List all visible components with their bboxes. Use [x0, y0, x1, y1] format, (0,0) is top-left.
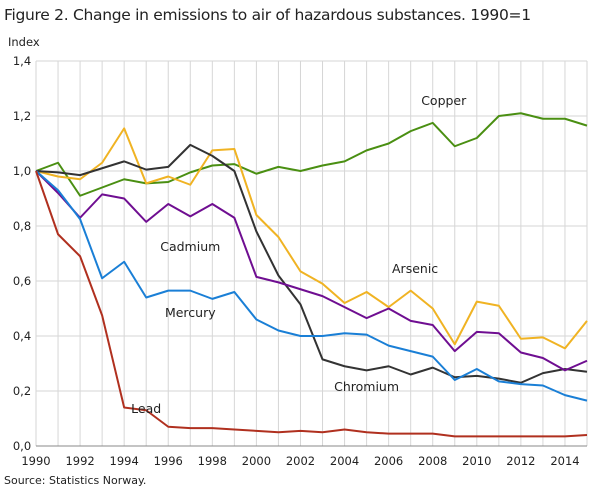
source-note: Source: Statistics Norway. [4, 474, 147, 487]
y-tick-label: 0,2 [13, 384, 31, 398]
series-label-cadmium: Cadmium [160, 239, 220, 254]
y-tick-label: 1,2 [13, 109, 31, 123]
x-tick-label: 1998 [198, 454, 227, 468]
series-line-lead [35, 170, 588, 438]
x-tick-label: 2010 [462, 454, 491, 468]
series-label-copper: Copper [421, 93, 467, 108]
x-tick-label: 2004 [330, 454, 359, 468]
x-tick-label: 2008 [418, 454, 447, 468]
y-tick-label: 1,0 [13, 164, 31, 178]
series-label-arsenic: Arsenic [392, 261, 438, 276]
y-tick-label: 0,4 [13, 329, 31, 343]
series-label-chromium: Chromium [334, 379, 399, 394]
y-tick-label: 0,0 [13, 439, 31, 453]
x-tick-label: 1992 [65, 454, 94, 468]
series-line-arsenic [35, 127, 588, 350]
chart-title: Figure 2. Change in emissions to air of … [4, 6, 531, 24]
x-tick-label: 2014 [550, 454, 579, 468]
x-tick-label: 2006 [374, 454, 403, 468]
series-line-cadmium [35, 170, 588, 372]
x-tick-label: 2000 [242, 454, 271, 468]
x-tick-label: 1994 [110, 454, 139, 468]
series-line-copper [35, 112, 588, 197]
series-label-lead: Lead [131, 401, 161, 416]
y-tick-label: 1,4 [13, 54, 31, 68]
y-tick-label: 0,6 [13, 274, 31, 288]
x-tick-label: 1990 [21, 454, 50, 468]
x-tick-label: 2002 [286, 454, 315, 468]
series-line-mercury [35, 170, 588, 402]
series-label-mercury: Mercury [165, 305, 216, 320]
y-axis-label: Index [8, 35, 40, 49]
x-tick-label: 1996 [154, 454, 183, 468]
x-tick-label: 2012 [506, 454, 535, 468]
y-tick-label: 0,8 [13, 219, 31, 233]
